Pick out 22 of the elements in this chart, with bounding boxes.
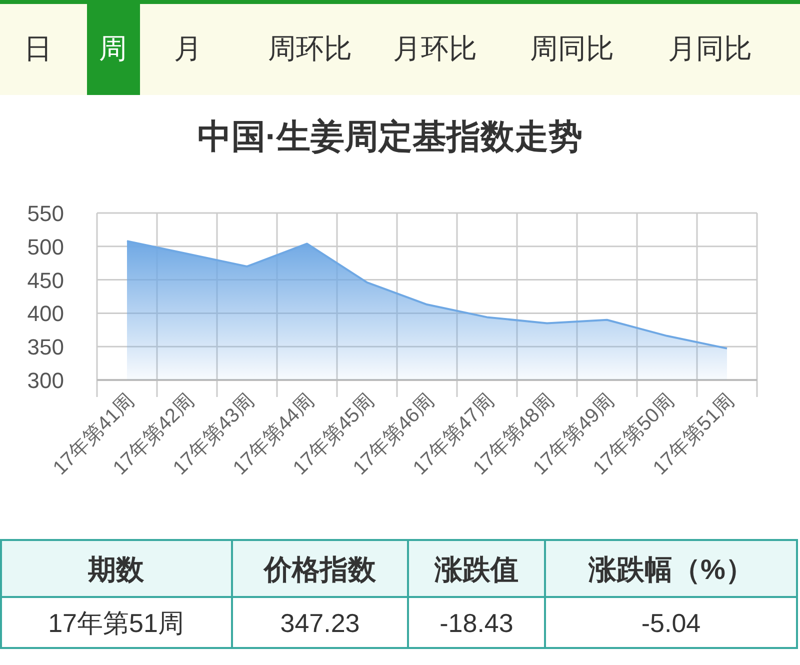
text: 周同比: [530, 33, 614, 64]
text: 期数: [87, 554, 145, 585]
text: 涨跌幅（%）: [588, 554, 754, 585]
text: 347.23: [280, 608, 360, 638]
y-tick-label: 400: [27, 301, 64, 326]
text: 月: [174, 33, 202, 64]
text: -5.04: [641, 608, 701, 638]
text: 周: [99, 33, 127, 64]
text: 涨跌值: [434, 554, 518, 585]
text: 月环比: [393, 33, 477, 64]
text: 日: [24, 33, 52, 64]
chart-title: 中国·生姜周定基指数走势: [197, 117, 583, 156]
text: -18.43: [440, 608, 514, 638]
text: 价格指数: [263, 554, 377, 585]
y-tick-label: 450: [27, 268, 64, 293]
text: 周环比: [268, 33, 352, 64]
y-tick-label: 300: [27, 368, 64, 393]
y-tick-label: 350: [27, 334, 64, 360]
text: 月同比: [668, 33, 752, 64]
y-tick-label: 550: [27, 201, 64, 226]
y-tick-label: 500: [27, 234, 64, 260]
text: 17年第51周: [48, 608, 184, 638]
